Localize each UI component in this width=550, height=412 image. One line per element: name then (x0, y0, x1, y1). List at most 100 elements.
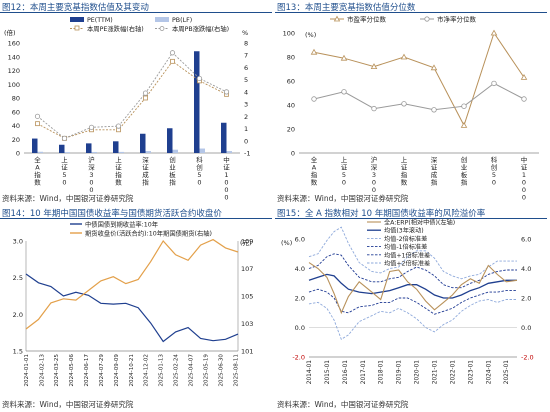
x-tick-label-char: 指 (169, 178, 176, 187)
legend-label: PB(LF) (172, 17, 192, 24)
y-tick-label: 6.0 (295, 236, 305, 244)
y-axis-label: (%) (305, 31, 316, 39)
x-tick-label-char: 中 (223, 155, 230, 164)
x-tick-label: 2024-06-17 (84, 354, 90, 387)
x-tick-label: 2022-01 (450, 360, 456, 385)
y2-tick-label: 7 (244, 52, 248, 60)
bar-pe (32, 138, 38, 153)
bar-pe (59, 144, 65, 153)
y2-tick-label: 105 (241, 293, 253, 301)
x-tick-label-char: 深 (431, 155, 438, 164)
bar-pb (172, 149, 178, 153)
x-tick-label-char: 证 (431, 164, 438, 172)
x-tick-label-char: 成 (431, 170, 438, 179)
title-rule (0, 12, 272, 13)
x-tick-label-char: 数 (34, 178, 41, 187)
marker-pb-change (142, 90, 149, 96)
y-tick-label: 0.0 (295, 324, 305, 332)
bar-pe (221, 122, 227, 153)
x-tick-label-char: 5 (492, 171, 496, 179)
x-tick-label-char: 创 (461, 155, 468, 164)
y2-axis-label: % (242, 29, 248, 37)
y2-tick-label: -1 (244, 150, 250, 158)
marker-pe-change (143, 95, 148, 101)
y2-tick-label: 3 (244, 101, 248, 109)
marker-pb-percentile (371, 105, 377, 112)
title-rule (275, 12, 547, 13)
marker-pb-percentile (431, 107, 437, 113)
y2-tick-label: 2.0 (521, 295, 531, 303)
x-tick-label: 2025-05-19 (204, 354, 210, 387)
x-tick-label: 2025-01-13 (159, 354, 165, 387)
x-tick-label-char: 1 (224, 171, 228, 179)
chart-source: 资料来源：Wind，中国银河证券研究院 (277, 400, 409, 409)
x-tick-label-char: 3 (372, 171, 376, 179)
y2-tick-label: 103 (241, 320, 253, 328)
legend-label: 均值-2倍标准差 (384, 235, 427, 243)
x-tick-label: 2024-01-01 (24, 354, 30, 387)
chart-title: 图15：全 A 指数相对 10 年期国债收益率的风险溢价率 (277, 209, 486, 219)
legend-label: 全A:ERP(相对中债)(左轴) (384, 219, 455, 227)
legend-swatch (155, 17, 169, 22)
x-tick-label-char: 0 (522, 186, 526, 194)
x-tick-label-char: 指 (461, 178, 468, 187)
y-tick-label: 40 (287, 102, 295, 110)
y-axis-label: (%) (281, 239, 292, 247)
x-tick-label-char: 0 (492, 179, 496, 187)
line-erp (308, 262, 518, 315)
bar-pe (194, 51, 200, 153)
x-tick-label-char: 指 (142, 178, 149, 187)
x-tick-label-char: A (35, 164, 40, 172)
bar-pb (118, 151, 124, 153)
chart-source: 资料来源：Wind，中国银河证券研究院 (2, 400, 134, 409)
x-tick-label-char: 证 (341, 164, 348, 172)
legend-swatch (70, 17, 84, 22)
x-tick-label: 2025-06-30 (219, 354, 225, 387)
marker-pb-change (196, 75, 203, 82)
x-tick-label-char: 0 (224, 186, 228, 194)
y-tick-label: 4.0 (295, 265, 305, 273)
marker-pb-percentile (521, 96, 527, 102)
y2-tick-label: 0 (244, 137, 248, 145)
y-tick-label: 2.5 (13, 274, 23, 282)
bar-pb (37, 151, 43, 153)
legend-label: 均值+2倍标准差 (384, 260, 430, 268)
x-tick-label-char: 证 (223, 164, 230, 172)
line-mean (308, 273, 517, 299)
x-tick-label-char: 0 (89, 186, 93, 194)
x-tick-label: 2014-01 (307, 360, 313, 385)
x-tick-label-char: 板 (461, 170, 468, 179)
legend-label: 本周PB涨跌幅(右轴) (172, 24, 229, 33)
y-tick-label: 160 (8, 40, 20, 48)
x-tick-label-char: 业 (461, 163, 468, 172)
y2-tick-label: 107 (241, 265, 253, 273)
marker-pe-percentile (520, 73, 528, 80)
marker-pb-percentile (461, 103, 467, 109)
x-tick-label: 2025-02-24 (174, 354, 180, 387)
chart-erp: -2.00.02.04.06.0-2.00.02.04.06.0(%)2014-… (281, 219, 534, 385)
x-tick-label-char: 0 (197, 179, 201, 187)
marker-pe-percentile (340, 54, 348, 61)
x-tick-label: 2019-01 (397, 360, 403, 385)
x-tick-label-char: 深 (88, 163, 95, 172)
marker-pe-change (35, 121, 40, 127)
marker-pe-percentile (490, 29, 498, 36)
y2-tick-label: 6 (244, 64, 248, 72)
y-tick-label: 1.5 (13, 348, 23, 356)
panel-pe-pb-valuation: 图12：本周主要宽基指数估值及其变动 0 20 40 60 80 100 120 140 160… (0, 0, 275, 206)
legend-label: 期货收盘价(活跃合约):10年期国债期货(右轴) (85, 229, 212, 238)
x-tick-label-char: 0 (372, 179, 376, 187)
legend-label: 市盈率分位数 (347, 15, 387, 24)
marker-pb-change (34, 113, 41, 119)
y-tick-label: 3.0 (13, 238, 23, 246)
x-tick-label-char: 创 (491, 163, 498, 172)
marker-pb-percentile (401, 101, 407, 107)
y-tick-label: 0 (291, 150, 295, 158)
x-tick-label: 2024-09-09 (114, 354, 120, 387)
x-tick-label: 2024-01 (486, 360, 492, 385)
